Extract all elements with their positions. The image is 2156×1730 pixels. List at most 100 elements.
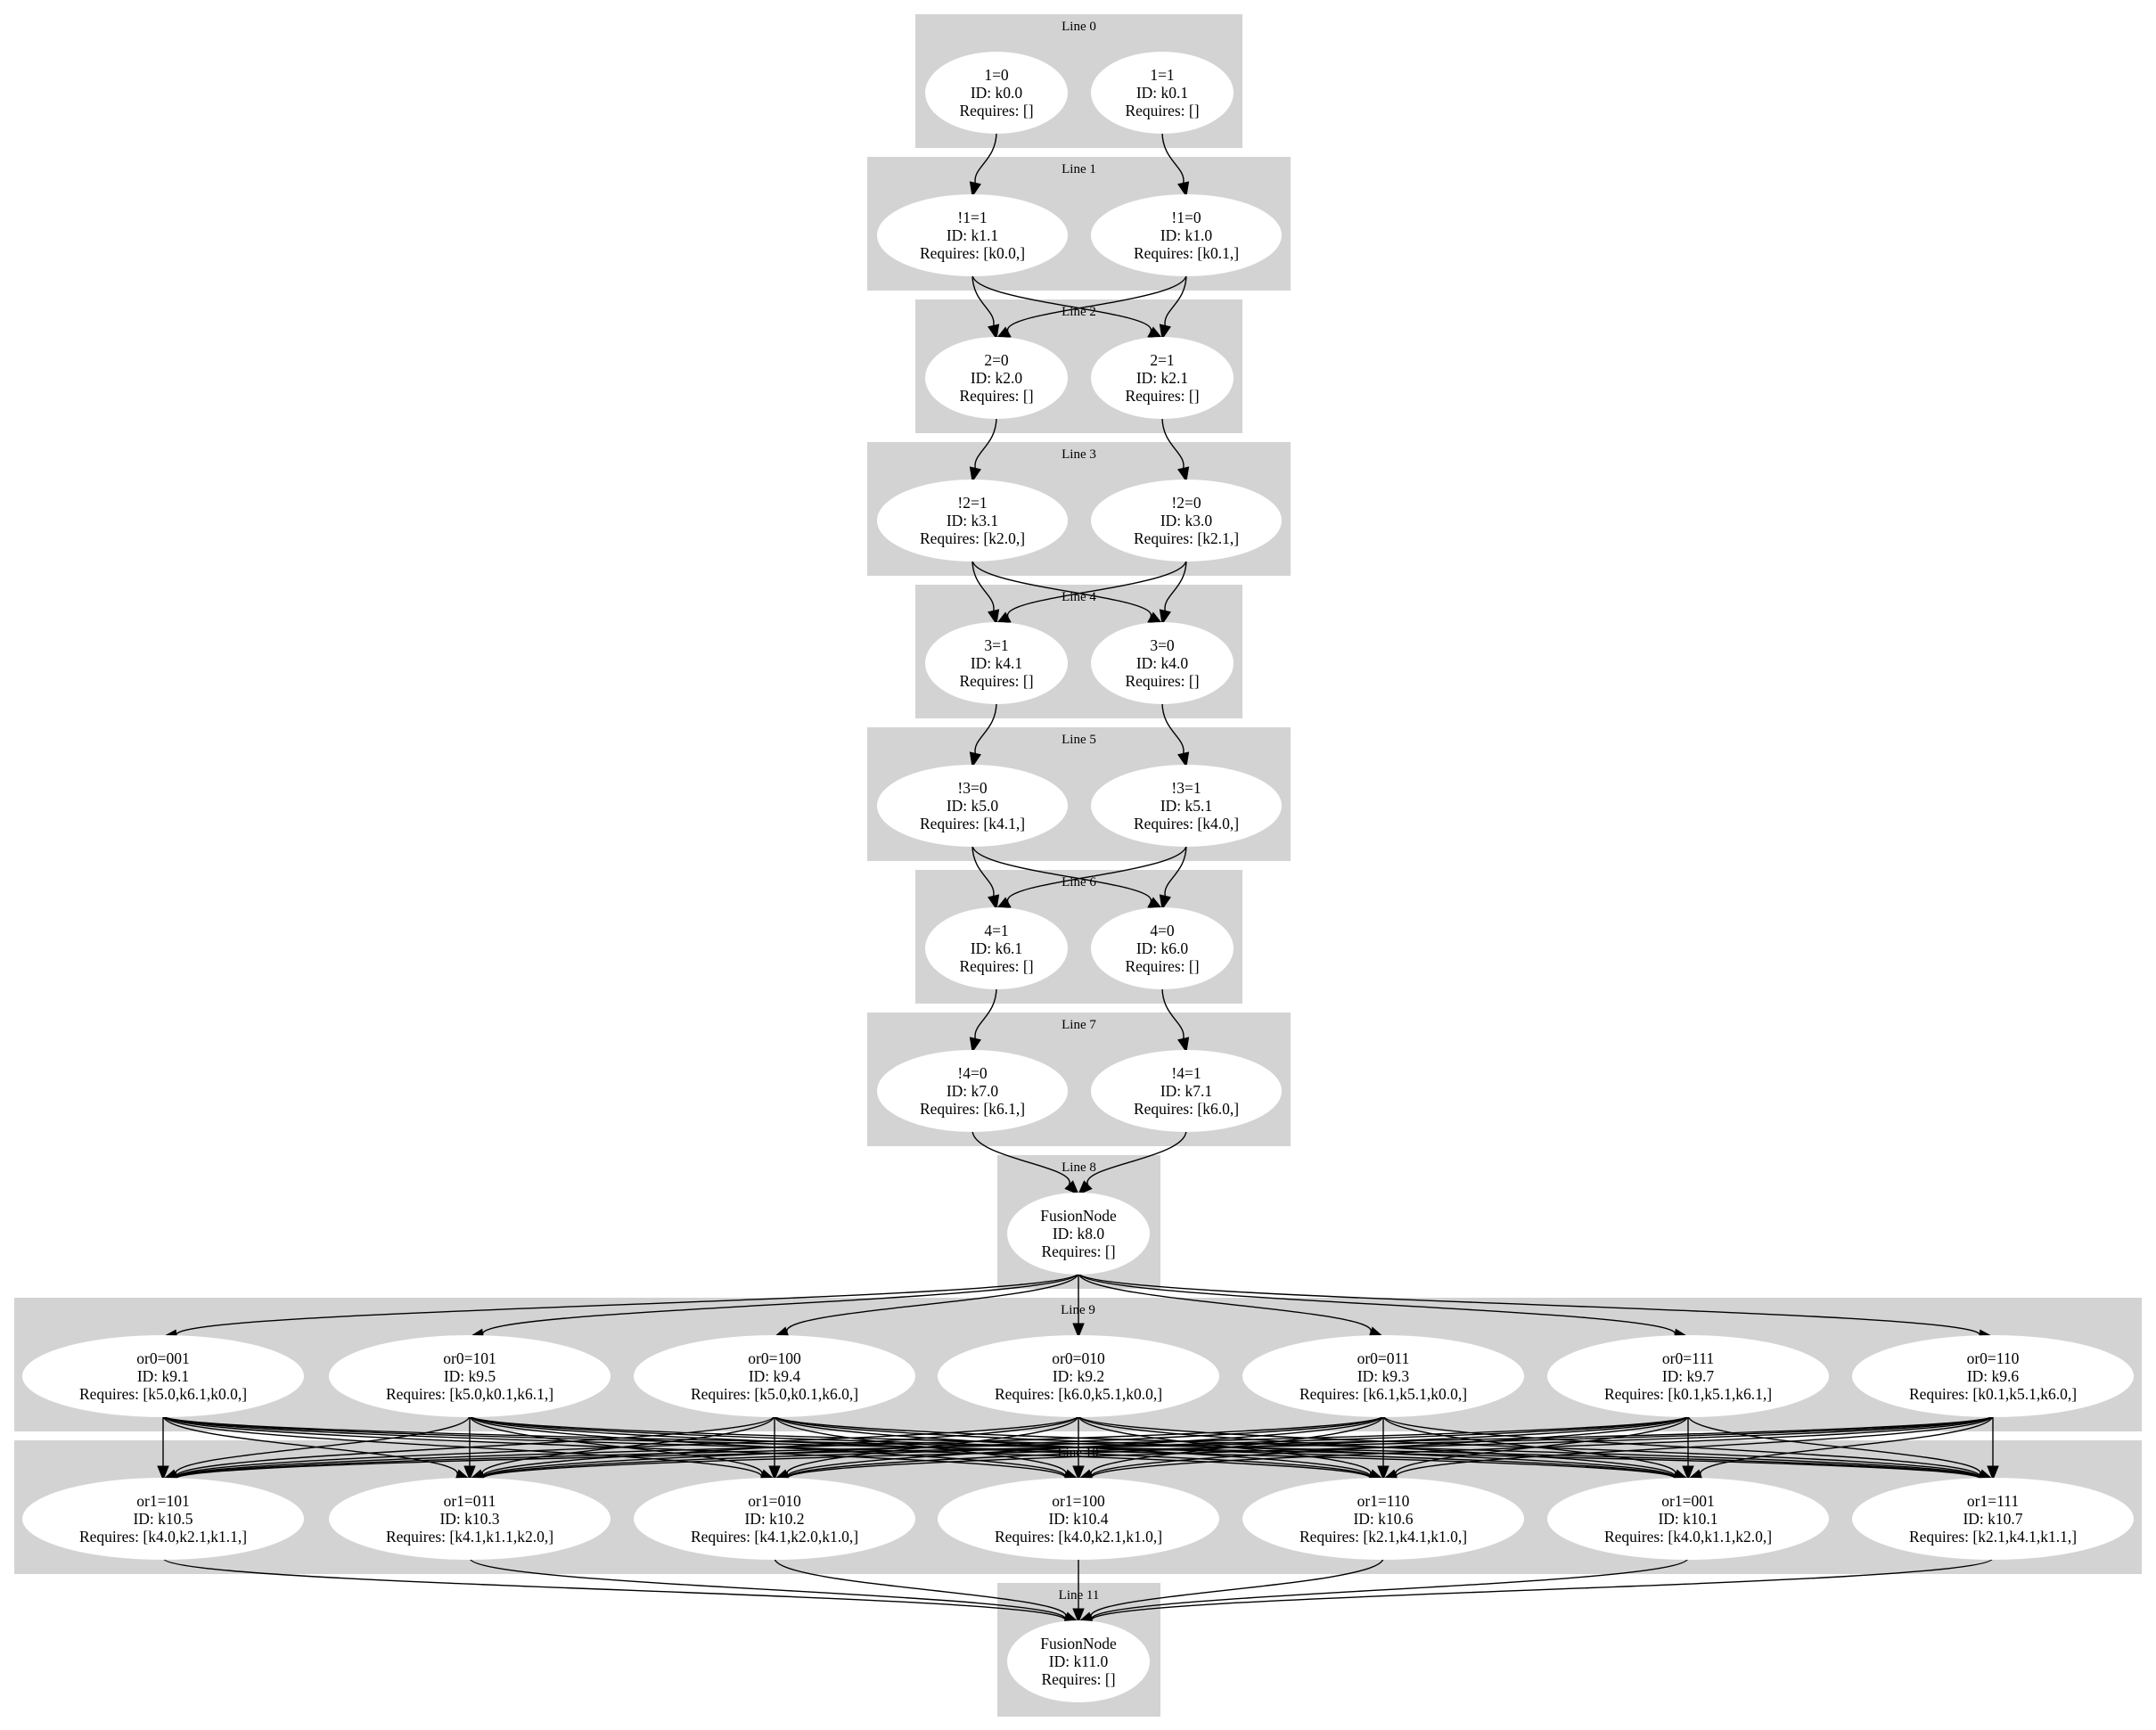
node-label-line-2: Requires: [k2.1,k4.1,k1.1,] xyxy=(1909,1528,2077,1546)
edge-line xyxy=(971,559,995,611)
arrowhead xyxy=(1159,894,1171,911)
node-label-line-2: Requires: [] xyxy=(959,102,1033,119)
edge-k5.0-to-k6.1 xyxy=(971,844,1000,911)
arrowhead xyxy=(1072,1465,1085,1481)
node-label-line-0: !3=1 xyxy=(1171,779,1201,797)
node-label-line-0: or0=110 xyxy=(1967,1349,2020,1367)
edge-k9.7-to-k10.1 xyxy=(1682,1415,1694,1481)
cluster-label: Line 5 xyxy=(1062,733,1096,747)
node-label-line-1: ID: k1.0 xyxy=(1160,226,1213,244)
cluster-label: Line 0 xyxy=(1062,20,1096,34)
node-label-line-1: ID: k0.1 xyxy=(1136,84,1188,102)
edge-k5.1-to-k6.0 xyxy=(1159,844,1187,911)
node-label-line-1: ID: k9.6 xyxy=(1967,1367,2020,1385)
node-ellipse xyxy=(925,622,1068,704)
edge-line xyxy=(175,1414,471,1476)
edge-line xyxy=(176,1414,1384,1480)
edge-line xyxy=(1078,1272,1676,1336)
edge-line xyxy=(1091,1414,1994,1479)
edge-line xyxy=(971,1129,1070,1185)
arrowhead xyxy=(969,466,981,483)
node-ellipse xyxy=(1091,622,1234,704)
edge-k0.0-to-k1.1 xyxy=(969,131,997,198)
node-label-line-1: ID: k10.4 xyxy=(1048,1510,1108,1528)
node-label-line-0: or0=101 xyxy=(443,1349,496,1367)
edge-k7.0-to-k8.0 xyxy=(971,1129,1079,1195)
node-label-line-1: ID: k0.0 xyxy=(971,84,1023,102)
node-label-line-1: ID: k3.0 xyxy=(1160,512,1213,529)
node-label-line-1: ID: k1.1 xyxy=(947,226,998,244)
node-ellipse xyxy=(1091,194,1282,276)
node-label-line-2: Requires: [] xyxy=(1125,672,1199,690)
node-label-line-0: FusionNode xyxy=(1040,1207,1117,1225)
node-ellipse xyxy=(634,1335,915,1417)
arrowhead xyxy=(1377,1465,1390,1481)
node-label-line-0: FusionNode xyxy=(1040,1635,1117,1652)
node-ellipse xyxy=(925,337,1068,419)
node-label-line-1: ID: k10.5 xyxy=(133,1510,193,1528)
node-label-line-2: Requires: [] xyxy=(1125,387,1199,405)
arrowhead xyxy=(1177,466,1190,483)
edge-k7.1-to-k8.0 xyxy=(1078,1129,1187,1195)
arrowhead xyxy=(1987,1465,1999,1481)
node-label-line-2: Requires: [k6.0,] xyxy=(1134,1100,1239,1118)
node-ellipse xyxy=(1091,480,1282,562)
arrowhead xyxy=(1072,1608,1085,1624)
node-label-line-0: or1=110 xyxy=(1357,1492,1410,1510)
node-label-line-0: or0=111 xyxy=(1662,1349,1714,1367)
cluster-label: Line 8 xyxy=(1062,1160,1096,1175)
edge-line xyxy=(774,1557,1067,1619)
node-label-line-0: or1=010 xyxy=(748,1492,801,1510)
node-label-line-0: or1=111 xyxy=(1967,1492,2019,1510)
edge-line xyxy=(482,1272,1079,1336)
node-label-line-0: or0=001 xyxy=(136,1349,189,1367)
node-label-line-0: !2=1 xyxy=(957,494,987,512)
node-ellipse xyxy=(329,1478,611,1560)
node-label-line-1: ID: k2.1 xyxy=(1136,369,1188,387)
arrowhead xyxy=(988,894,1000,911)
node-ellipse xyxy=(1091,52,1234,134)
edge-k9.4-to-k10.2 xyxy=(768,1415,781,1481)
node-label-line-1: ID: k7.0 xyxy=(947,1082,999,1100)
node-ellipse xyxy=(1547,1335,1829,1417)
node-ellipse xyxy=(1091,1050,1282,1132)
edge-line xyxy=(971,559,1152,618)
node-label-line-1: ID: k5.0 xyxy=(947,797,999,815)
edge-line xyxy=(1161,416,1185,469)
node-label-line-1: ID: k9.2 xyxy=(1053,1367,1104,1385)
node-ellipse xyxy=(877,480,1068,562)
arrowhead xyxy=(1177,181,1190,198)
